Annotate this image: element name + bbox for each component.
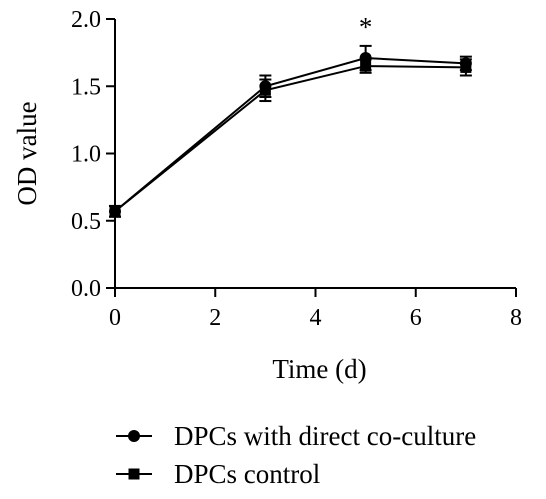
data-point [460,61,472,73]
legend-label: DPCs with direct co-culture [174,421,476,451]
legend-marker [128,468,140,480]
legend: DPCs with direct co-culture DPCs control [116,421,476,489]
x-axis-label: Time (d) [272,354,366,384]
y-axis-label: OD value [12,101,42,205]
significance-marker: * [359,12,373,42]
labels-layer: OD value Time (d) * [12,12,372,384]
y-tick-label: 0.5 [71,209,101,235]
axes: 0.0 0.5 1.0 1.5 2.0 0 2 4 6 8 [71,7,522,331]
legend-label: DPCs control [174,459,320,489]
series-layer [109,44,472,218]
legend-item: DPCs control [116,459,320,489]
series-1 [109,44,472,218]
y-tick-label: 0.0 [71,276,101,302]
y-tick-label: 1.0 [71,142,101,168]
x-tick-label: 8 [510,305,522,331]
data-point [109,205,121,217]
y-tick-label: 1.5 [71,74,101,100]
series-line [114,56,466,213]
x-tick-label: 2 [209,305,221,331]
y-tick-label: 2.0 [71,7,101,33]
legend-marker [128,430,140,442]
data-point [360,60,372,72]
series-line [114,65,466,213]
legend-item: DPCs with direct co-culture [116,421,476,451]
series-2 [109,58,472,218]
x-tick-label: 4 [310,305,322,331]
x-tick-label: 0 [109,305,121,331]
x-tick-label: 6 [410,305,422,331]
data-point [259,84,271,96]
